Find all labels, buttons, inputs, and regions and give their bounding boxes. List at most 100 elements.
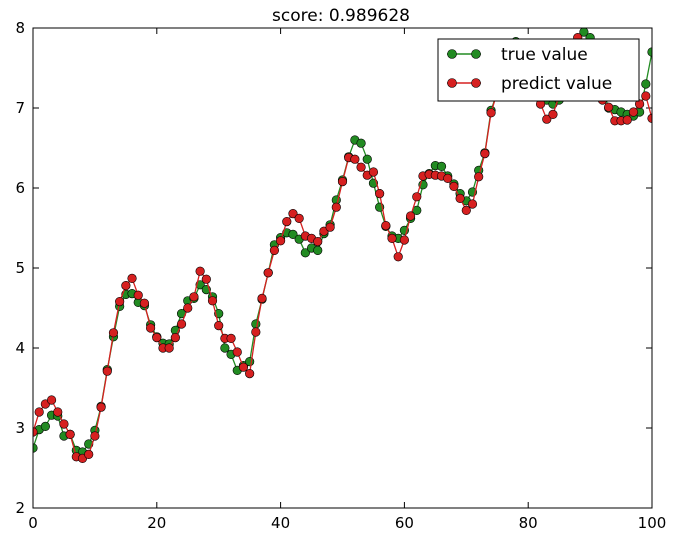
legend-marker-true xyxy=(447,49,457,59)
y-tick-label: 6 xyxy=(15,179,25,197)
data-point xyxy=(331,202,341,212)
x-tick-label: 100 xyxy=(638,514,667,532)
data-point xyxy=(40,421,50,432)
legend-label-true: true value xyxy=(501,45,588,65)
data-point xyxy=(139,298,150,308)
data-point xyxy=(449,181,459,191)
data-point xyxy=(486,108,496,118)
data-point xyxy=(436,161,447,171)
data-point xyxy=(288,209,298,219)
data-point xyxy=(443,173,453,183)
data-point xyxy=(641,91,651,101)
data-point xyxy=(399,235,410,245)
data-point xyxy=(350,154,360,164)
x-tick-label: 0 xyxy=(28,514,38,532)
data-point xyxy=(220,343,230,353)
data-point xyxy=(207,296,218,306)
data-point xyxy=(300,248,310,258)
data-point xyxy=(412,192,422,202)
data-point xyxy=(542,114,552,124)
data-point xyxy=(313,237,323,247)
data-point xyxy=(461,205,471,215)
data-point xyxy=(133,290,143,300)
data-point xyxy=(127,273,137,284)
data-point xyxy=(548,109,558,119)
data-point xyxy=(282,217,292,227)
data-point xyxy=(84,449,94,460)
data-point xyxy=(195,266,205,276)
data-point xyxy=(635,99,645,109)
data-point xyxy=(34,407,44,417)
data-point xyxy=(251,327,261,337)
data-point xyxy=(294,213,304,223)
data-point xyxy=(467,199,478,209)
x-tick-label: 80 xyxy=(519,514,538,532)
data-point xyxy=(146,323,156,333)
data-point xyxy=(579,28,589,37)
data-point xyxy=(245,369,255,379)
data-point xyxy=(238,362,249,372)
plot-area xyxy=(33,28,652,508)
data-point xyxy=(176,319,187,329)
y-tick-label: 5 xyxy=(15,259,25,277)
data-point xyxy=(108,328,119,338)
data-point xyxy=(375,189,385,199)
data-point xyxy=(170,333,180,343)
y-tick-label: 8 xyxy=(15,19,25,37)
data-point xyxy=(604,102,614,112)
data-point xyxy=(455,193,465,203)
data-point xyxy=(53,407,63,417)
legend-label-predict: predict value xyxy=(501,74,612,94)
data-point xyxy=(164,343,174,353)
data-point xyxy=(263,268,273,278)
data-point xyxy=(288,229,298,239)
data-point xyxy=(356,162,366,172)
data-point xyxy=(641,79,651,89)
data-point xyxy=(337,177,348,187)
data-point xyxy=(269,245,280,255)
data-point xyxy=(313,245,323,255)
legend-marker-predict xyxy=(447,78,457,88)
data-point xyxy=(387,233,397,243)
data-point xyxy=(622,115,632,125)
data-point xyxy=(214,321,224,331)
data-point xyxy=(474,172,484,182)
data-point xyxy=(405,211,416,221)
data-point xyxy=(90,431,100,441)
data-point xyxy=(183,303,193,313)
data-point xyxy=(65,429,75,440)
data-point xyxy=(96,402,106,412)
legend: true value predict value xyxy=(437,38,640,102)
y-tick-label: 3 xyxy=(15,419,25,437)
data-point xyxy=(59,419,69,429)
data-point xyxy=(276,236,286,246)
x-tick-label: 60 xyxy=(395,514,414,532)
data-point xyxy=(152,333,162,343)
data-point xyxy=(362,154,372,164)
x-tick-label: 20 xyxy=(147,514,166,532)
data-point xyxy=(121,281,131,291)
data-point xyxy=(115,297,125,307)
data-point xyxy=(647,47,652,57)
data-point xyxy=(628,107,639,117)
data-point xyxy=(226,333,236,344)
y-tick-label: 2 xyxy=(15,499,25,517)
plot-frame xyxy=(32,27,653,509)
data-point xyxy=(647,113,652,123)
data-point xyxy=(368,167,379,177)
data-point xyxy=(257,293,267,304)
y-tick-label: 7 xyxy=(15,99,25,117)
data-point xyxy=(189,292,199,302)
legend-box xyxy=(437,38,640,102)
data-point xyxy=(201,274,211,284)
legend-marker-true xyxy=(471,49,481,59)
chart-title: score: 0.989628 xyxy=(272,6,410,26)
data-point xyxy=(232,347,242,357)
data-point xyxy=(46,395,57,405)
data-point xyxy=(381,221,391,231)
data-point xyxy=(325,222,335,232)
data-point xyxy=(480,149,490,159)
x-axis: 0 20 40 60 80 100 xyxy=(28,28,666,532)
data-point xyxy=(102,366,112,376)
